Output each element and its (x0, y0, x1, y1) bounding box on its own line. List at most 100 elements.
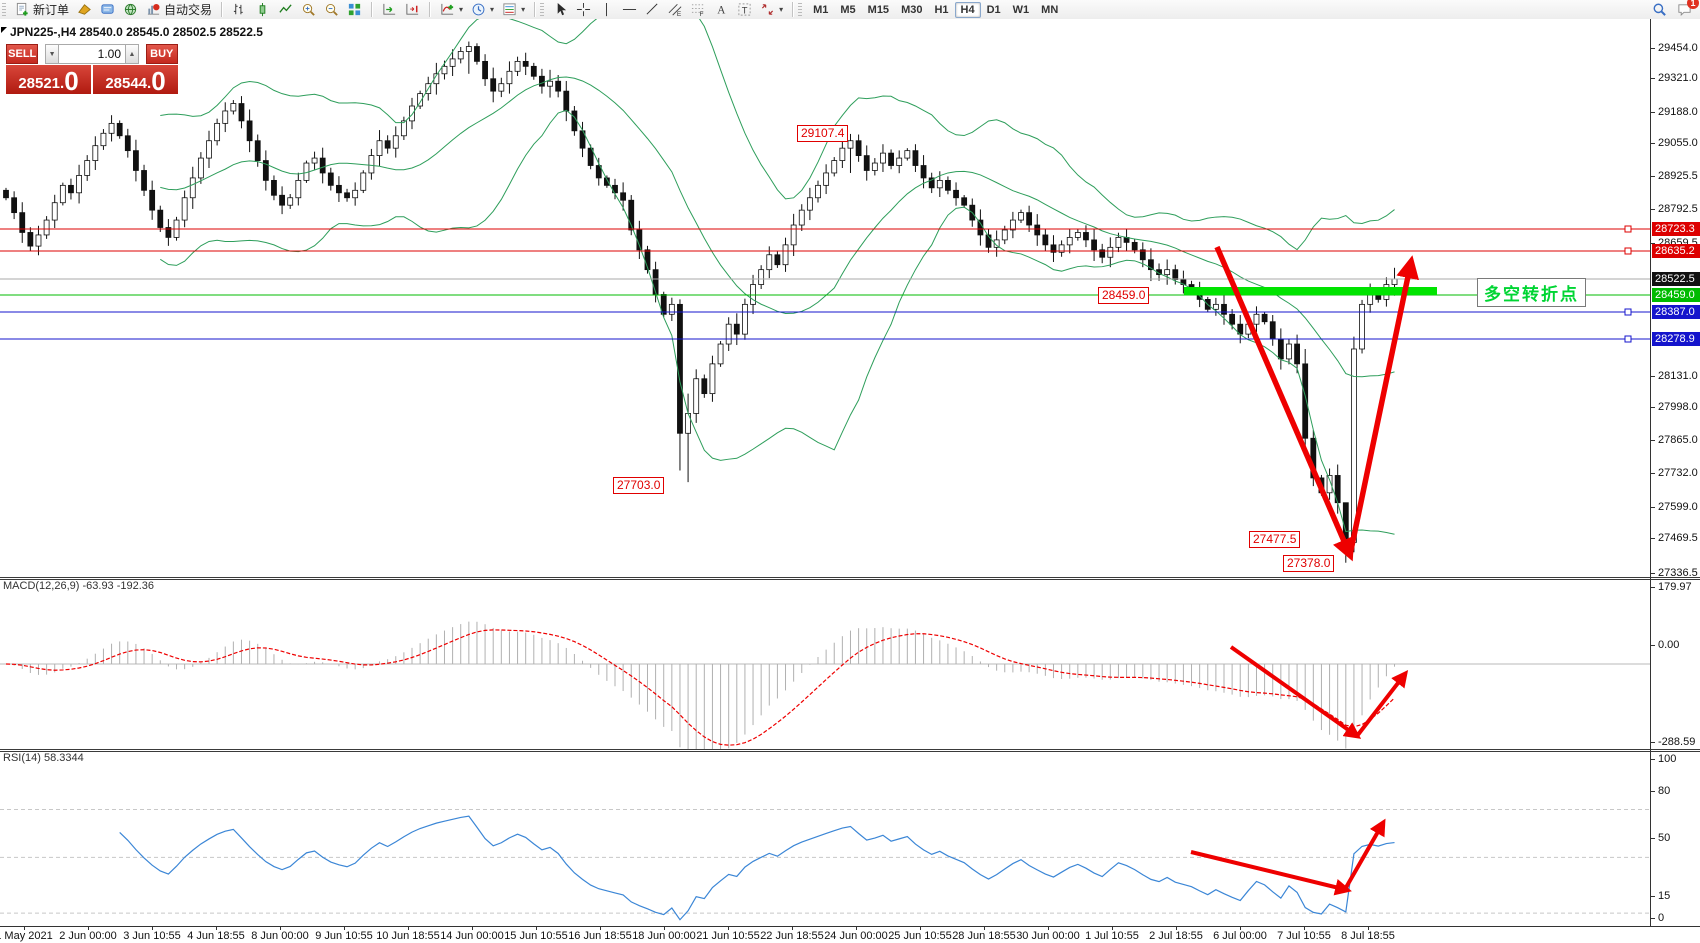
price-annotation-label[interactable]: 28459.0 (1098, 287, 1150, 304)
time-tick (920, 927, 921, 930)
symbol-marker-icon (1, 27, 7, 33)
timeframe-mn-button[interactable]: MN (1041, 3, 1059, 16)
text-label-button[interactable]: T (733, 0, 756, 19)
time-tick (408, 927, 409, 930)
timeframe-m5-button[interactable]: M5 (840, 3, 856, 16)
periods-button[interactable]: ▾ (467, 0, 498, 19)
gold-book-icon (77, 2, 92, 17)
price-badge: 28635.2 (1652, 244, 1700, 258)
svg-text:T: T (742, 5, 748, 15)
buy-price-display[interactable]: 28544. 0 (93, 65, 178, 94)
lot-size-input[interactable] (59, 44, 125, 64)
time-tick (600, 927, 601, 930)
time-tick-label: 6 Jul 00:00 (1213, 930, 1267, 942)
indicator-tick-label: 0 (1658, 912, 1665, 924)
chevron-down-icon: ▾ (779, 5, 784, 14)
time-axis[interactable]: 1 May 2021 2 Jun 00:00 3 Jun 10:55 4 Jun 18… (0, 926, 1700, 943)
sell-button[interactable]: SELL (6, 44, 39, 64)
chart-shift-icon (405, 2, 420, 17)
text-icon: A (714, 2, 729, 17)
tiles-button[interactable] (343, 0, 366, 19)
timeframe-w1-button[interactable]: W1 (1012, 3, 1030, 16)
trendline-icon (645, 2, 660, 17)
price-axis[interactable]: 29454.0 29321.0 29188.0 29055.0 28925.5 28792… (1650, 19, 1700, 926)
periods-icon (471, 2, 486, 17)
doc-plus-icon (15, 2, 30, 17)
timeframe-m1-button[interactable]: M1 (813, 3, 829, 16)
search-icon[interactable] (1652, 2, 1667, 17)
axis-tick (1651, 209, 1655, 210)
fibonacci-icon: F (691, 2, 706, 17)
vertical-line-icon (599, 2, 614, 17)
cursor-button[interactable] (549, 0, 572, 19)
trend-note-label[interactable]: 多空转折点 (1477, 278, 1586, 307)
price-annotation-label[interactable]: 29107.4 (797, 125, 849, 142)
candles-button[interactable] (251, 0, 274, 19)
auto-scroll-button[interactable] (378, 0, 401, 19)
zoom-in-button[interactable] (297, 0, 320, 19)
timeframe-h4-button[interactable]: H4 (954, 1, 981, 18)
sell-price-display[interactable]: 28521. 0 (6, 65, 91, 94)
axis-tick (1651, 896, 1655, 897)
indicator-tick-label: -288.59 (1658, 736, 1696, 748)
linechart-button[interactable] (274, 0, 297, 19)
market-chat-button[interactable] (96, 0, 119, 19)
time-tick-label: 9 Jun 10:55 (315, 930, 373, 942)
svg-text:A: A (717, 5, 726, 17)
axis-tick (1651, 838, 1655, 839)
buy-button[interactable]: BUY (145, 44, 178, 64)
toolbar-grip[interactable] (798, 3, 803, 16)
templates-icon (502, 2, 517, 17)
new-order-button[interactable]: 新订单 (11, 0, 73, 20)
signals-button[interactable] (119, 0, 142, 19)
price-annotation-label[interactable]: 27378.0 (1283, 555, 1335, 572)
profiles-button[interactable] (73, 0, 96, 19)
time-tick-label: 21 Jun 10:55 (696, 930, 760, 942)
channel-button[interactable]: E (664, 0, 687, 19)
axis-tick (1651, 645, 1655, 646)
fibonacci-button[interactable]: F (687, 0, 710, 19)
trendline-button[interactable] (641, 0, 664, 19)
time-tick (792, 927, 793, 930)
price-annotation-label[interactable]: 27703.0 (613, 477, 665, 494)
crosshair-button[interactable] (572, 0, 595, 19)
axis-tick (1651, 759, 1655, 760)
time-tick-label: 22 Jun 18:55 (760, 930, 824, 942)
toolbar-grip[interactable] (2, 3, 6, 16)
lot-increase-button[interactable]: ▲ (125, 44, 139, 64)
axis-tick (1651, 742, 1655, 743)
timeframe-m30-button[interactable]: M30 (901, 3, 923, 16)
rsi-indicator-pane[interactable] (0, 751, 1650, 926)
notification-badge: 1 (1687, 0, 1699, 9)
timeframe-m15-button[interactable]: M15 (867, 3, 890, 16)
templates-button[interactable]: ▾ (498, 0, 529, 19)
price-tick-label: 27469.5 (1658, 532, 1698, 544)
auto-trading-button[interactable]: 自动交易 (142, 0, 216, 20)
time-tick (280, 927, 281, 930)
bars-button[interactable] (228, 0, 251, 19)
chart-shift-button[interactable] (401, 0, 424, 19)
timeframe-h1-button[interactable]: H1 (934, 3, 949, 16)
time-tick (664, 927, 665, 930)
price-chart-pane[interactable] (0, 19, 1650, 577)
autotrade-icon (146, 2, 161, 17)
main-toolbar: 新订单 自动交易 ▾ ▾ ▾ E F A T ▾ M1 M5 M15 M30 H1 H4 D1 W1 MN 1 (0, 0, 1700, 20)
doc-plus-label: 新订单 (33, 3, 70, 17)
text-label-icon: T (737, 2, 752, 17)
lot-decrease-button[interactable]: ▼ (45, 44, 59, 64)
toolbar-group-objects: ▾ ▾ ▾ (433, 0, 532, 19)
indicators-button[interactable]: ▾ (436, 0, 467, 19)
arrows-button[interactable]: ▾ (756, 0, 787, 19)
macd-indicator-pane[interactable] (0, 579, 1650, 749)
text-button[interactable]: A (710, 0, 733, 19)
price-annotation-label[interactable]: 27477.5 (1249, 531, 1301, 548)
globe-icon (123, 2, 138, 17)
time-tick (1368, 927, 1369, 930)
toolbar-grip[interactable] (540, 3, 545, 16)
horizontal-line-button[interactable] (618, 0, 641, 19)
time-tick (1048, 927, 1049, 930)
timeframe-d1-button[interactable]: D1 (986, 3, 1001, 16)
zoom-out-button[interactable] (320, 0, 343, 19)
vertical-line-button[interactable] (595, 0, 618, 19)
chat-icon[interactable]: 1 (1677, 0, 1699, 17)
